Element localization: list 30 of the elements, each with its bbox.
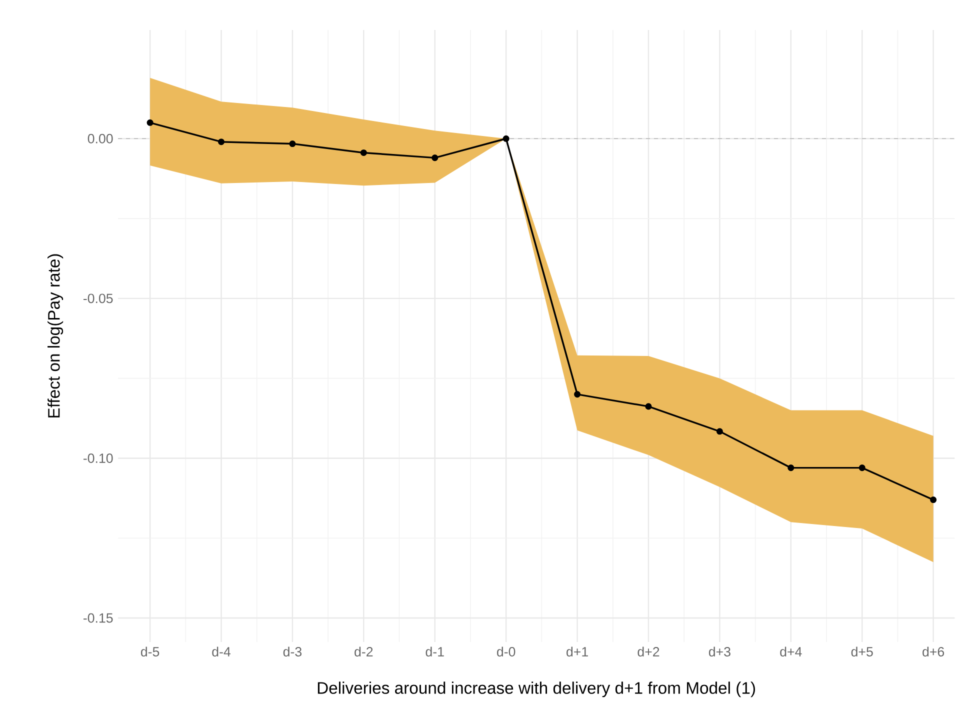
y-axis-title: Effect on log(Pay rate) (48, 254, 64, 418)
x-tick-label: d+2 (638, 646, 660, 656)
x-tick-label: d-4 (212, 646, 230, 656)
point (574, 391, 581, 398)
point (716, 428, 723, 435)
x-tick-label: d+6 (922, 646, 944, 656)
point (788, 464, 794, 472)
x-tick-label: d+5 (851, 646, 873, 656)
x-tick-label: d+1 (566, 646, 588, 656)
point (146, 119, 154, 126)
x-tick-label: d-2 (354, 646, 373, 656)
point (218, 138, 225, 146)
x-tick-label: d-0 (497, 646, 516, 656)
point (432, 154, 438, 162)
y-tick-label: 0.00 (88, 134, 113, 144)
y-tick-label: -0.10 (83, 454, 113, 463)
x-tick-label: d+3 (708, 646, 730, 656)
point (502, 135, 510, 142)
x-tick-label: d+4 (780, 646, 802, 656)
y-tick-label: -0.15 (83, 613, 113, 623)
x-tick-label: d-5 (140, 646, 160, 656)
point (645, 403, 652, 410)
y-tick-label: -0.05 (83, 294, 113, 304)
point (360, 149, 367, 156)
point (289, 140, 296, 148)
x-axis-title: Deliveries around increase with delivery d+1 from Model (1) (318, 682, 755, 698)
point (930, 496, 937, 504)
x-tick-label: d-1 (426, 646, 444, 656)
x-tick-label: d-3 (283, 646, 302, 656)
point (858, 464, 866, 472)
